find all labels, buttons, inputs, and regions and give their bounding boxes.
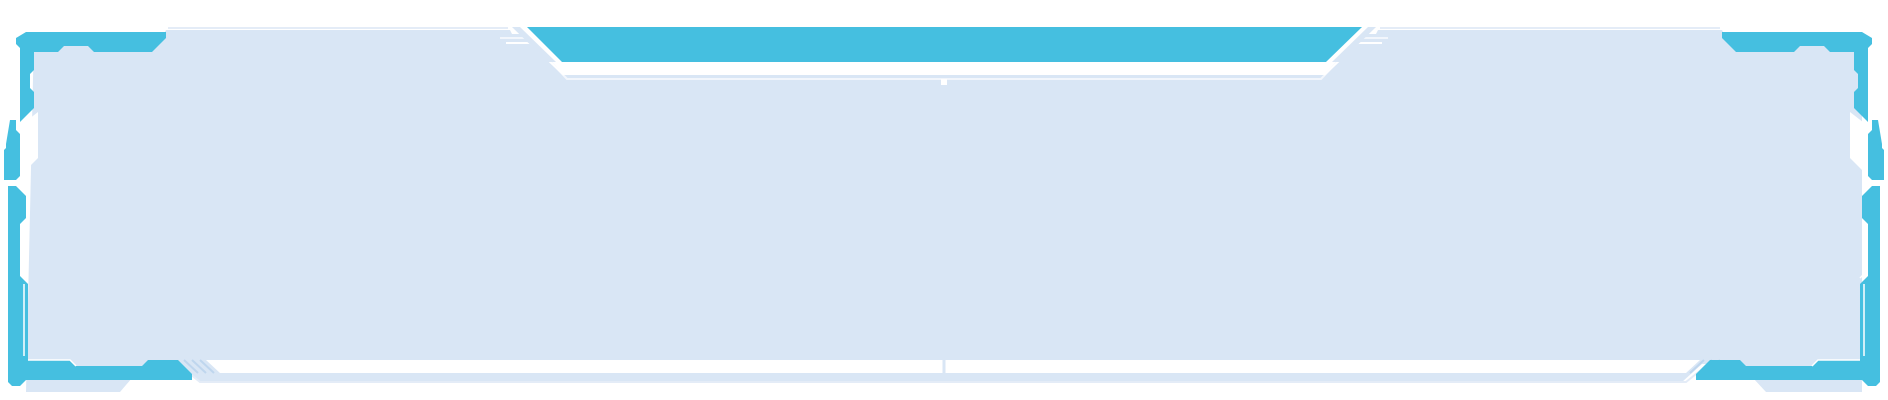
top-center-tick [941,79,947,85]
right-bracket-inner-line-2 [1859,226,1867,279]
hud-corner-bracket-icon [16,32,166,122]
panel-bottom-hatch-left [183,359,215,374]
top-tab-edge-left [512,27,556,62]
right-side-tab-2 [1878,144,1884,180]
left-side-tab [6,120,20,180]
right-bracket-inner-line [1811,284,1865,367]
right-side-tab [1868,120,1882,180]
panel-bottom-strip [206,360,1700,373]
top-tab [527,27,1362,62]
top-tab-edge-right [1332,27,1376,62]
left-side-tab-2 [4,144,10,180]
hud-corner-bracket-icon [1696,186,1880,386]
right-side-tab-notch [1850,112,1868,172]
panel-body [26,30,1862,392]
left-bracket-inner-line [23,284,77,367]
left-bracket-inner-line-2 [21,226,29,279]
hud-corner-bracket-icon [1722,32,1872,122]
hud-corner-bracket-icon [8,186,192,386]
left-side-tab-notch [20,112,38,172]
